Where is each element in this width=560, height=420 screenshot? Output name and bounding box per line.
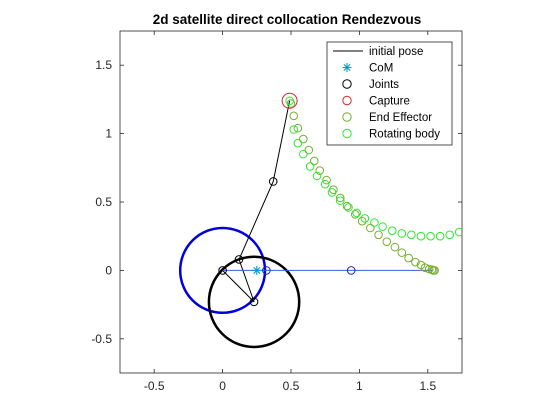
initial-pose-line [222, 270, 255, 303]
end-effector-point [357, 216, 367, 226]
legend-box [326, 41, 453, 146]
legend-circle-swatch [342, 95, 352, 106]
rotating-body-point [327, 188, 337, 197]
rotating-body-point [293, 138, 303, 148]
legend-label: Joints [369, 79, 399, 91]
legend-label: End Effector [369, 112, 432, 124]
end-effector-point [430, 266, 439, 275]
end-effector-point [309, 156, 319, 166]
x-tick-label: 1 [356, 379, 363, 393]
joints-point [346, 266, 356, 275]
rotating-body-point [289, 125, 299, 134]
y-tick-label: 0.5 [95, 195, 112, 209]
chart-title: 2d satellite direct collocation Rendezvo… [153, 12, 422, 27]
legend-label: Rotating body [369, 129, 440, 141]
end-effector-point [289, 111, 299, 121]
x-tick-label: -0.5 [144, 379, 165, 393]
initial-pose-line [238, 100, 291, 303]
rotating-body-point [378, 222, 387, 231]
end-effector-point [374, 230, 383, 240]
x-tick-label: 1.5 [419, 379, 436, 393]
legend-label: initial pose [369, 46, 423, 58]
rotating-body-point [335, 196, 345, 205]
rotating-body-point [426, 231, 435, 241]
end-effector-point [390, 242, 400, 252]
rotating-body-point [407, 230, 416, 240]
joints-point [218, 266, 227, 275]
y-tick-label: -0.5 [91, 332, 112, 346]
legend: initial pose CoM Joints Capture End Effector… [326, 41, 453, 146]
legend-label: Capture [369, 96, 410, 108]
data-layer [178, 92, 462, 349]
rotating-body-point [445, 230, 454, 240]
end-effector-point [304, 145, 314, 155]
end-effector-point [411, 257, 420, 267]
end-effector-point [293, 123, 303, 133]
y-tick-label: 1.5 [95, 58, 112, 72]
rotating-body-point [397, 229, 407, 238]
y-tick-label: 1 [105, 127, 112, 141]
rotating-body-point [312, 171, 322, 181]
end-effector-point [342, 201, 352, 211]
rotating-body-point [416, 231, 426, 241]
end-effector-point [366, 223, 375, 233]
rotating-body-point [352, 208, 361, 218]
joints-point [268, 177, 278, 186]
rotating-body-point [387, 226, 397, 236]
black-body-circle [207, 255, 301, 349]
end-effector-point [404, 253, 413, 263]
joints-point [262, 266, 271, 275]
end-effector-point [322, 175, 331, 185]
rotating-body-point [299, 149, 308, 159]
x-tick-label: 0.5 [283, 379, 300, 393]
rotating-body-point [454, 227, 462, 237]
rotating-body-point [344, 203, 353, 212]
end-effector-point [382, 237, 392, 246]
legend-item-initial-pose: initial pose [333, 46, 423, 58]
rotating-body-point [435, 231, 445, 241]
joints-point [249, 297, 259, 307]
com-point [252, 265, 262, 275]
end-effector-point [350, 210, 360, 219]
legend-item-rotating-body: Rotating body [342, 128, 440, 141]
legend-item-com: CoM [342, 63, 393, 75]
capture-point [281, 92, 298, 109]
y-tick-label: 0 [105, 263, 112, 277]
end-effector-point [335, 193, 345, 203]
legend-item-capture: Capture [342, 95, 410, 108]
legend-asterisk-swatch [342, 63, 352, 72]
x-tick-label: 0 [219, 379, 226, 393]
end-effector-point [315, 166, 325, 175]
legend-label: CoM [369, 63, 393, 75]
legend-circle-swatch [342, 79, 352, 89]
rotating-body-point [360, 214, 370, 223]
legend-item-joints: Joints [342, 79, 399, 91]
legend-circle-swatch [342, 128, 352, 139]
legend-circle-swatch [342, 112, 352, 122]
joints-point [234, 255, 244, 264]
rotating-body-point [320, 179, 330, 189]
rotating-body-point [305, 162, 315, 171]
end-effector-point [397, 248, 407, 257]
end-effector-point [299, 134, 308, 144]
legend-item-end-effector: End Effector [342, 112, 432, 124]
rotating-body-point [370, 218, 379, 227]
rotating-body-point [285, 96, 294, 106]
